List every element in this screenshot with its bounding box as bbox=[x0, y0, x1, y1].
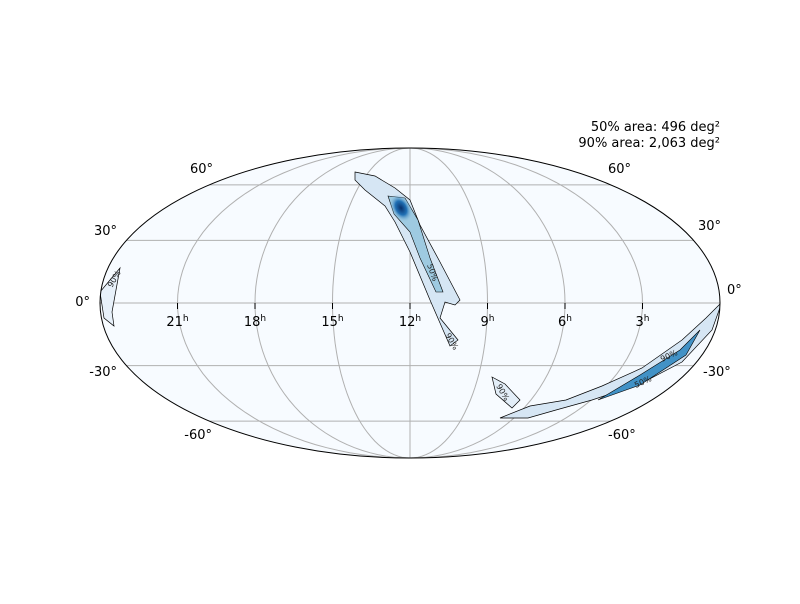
ra-value: 21 bbox=[166, 315, 183, 330]
ra-label: 9h bbox=[481, 314, 495, 330]
ra-value: 18 bbox=[244, 315, 261, 330]
dec-label: 60° bbox=[190, 162, 213, 177]
ra-unit: h bbox=[338, 314, 344, 324]
ra-unit: h bbox=[566, 314, 572, 324]
dec-label: 30° bbox=[94, 224, 117, 239]
map-frame bbox=[99, 147, 721, 459]
contour-50 bbox=[597, 329, 701, 401]
ra-value: 9 bbox=[481, 315, 489, 330]
dec-label: -30° bbox=[89, 365, 117, 380]
dec-label: 0° bbox=[727, 283, 742, 298]
ra-label: 12h bbox=[399, 314, 421, 330]
contour-90 bbox=[491, 376, 521, 409]
dec-label: -60° bbox=[184, 428, 212, 443]
probability-peak bbox=[389, 194, 413, 222]
probability-regions bbox=[100, 171, 720, 419]
ra-label: 18h bbox=[244, 314, 266, 330]
ra-label: 6h bbox=[558, 314, 572, 330]
contour-90 bbox=[100, 266, 121, 327]
dec-label: 30° bbox=[698, 219, 721, 234]
dec-label: -30° bbox=[703, 365, 731, 380]
ra-value: 6 bbox=[558, 315, 566, 330]
ra-value: 3 bbox=[636, 315, 644, 330]
dec-label: 0° bbox=[75, 295, 90, 310]
ra-unit: h bbox=[644, 314, 650, 324]
ra-unit: h bbox=[415, 314, 421, 324]
ra-unit: h bbox=[489, 314, 495, 324]
area-annotation: 90% area: 2,063 deg² bbox=[578, 136, 720, 151]
dec-label: -60° bbox=[608, 428, 636, 443]
ra-value: 12 bbox=[399, 315, 416, 330]
area-annotation: 50% area: 496 deg² bbox=[591, 120, 720, 135]
ra-label: 3h bbox=[636, 314, 650, 330]
ra-label: 21h bbox=[166, 314, 188, 330]
ra-value: 15 bbox=[321, 315, 338, 330]
dec-label: 60° bbox=[608, 162, 631, 177]
ra-label: 15h bbox=[321, 314, 343, 330]
contour-90 bbox=[354, 171, 461, 347]
ra-unit: h bbox=[183, 314, 189, 324]
ra-unit: h bbox=[260, 314, 266, 324]
